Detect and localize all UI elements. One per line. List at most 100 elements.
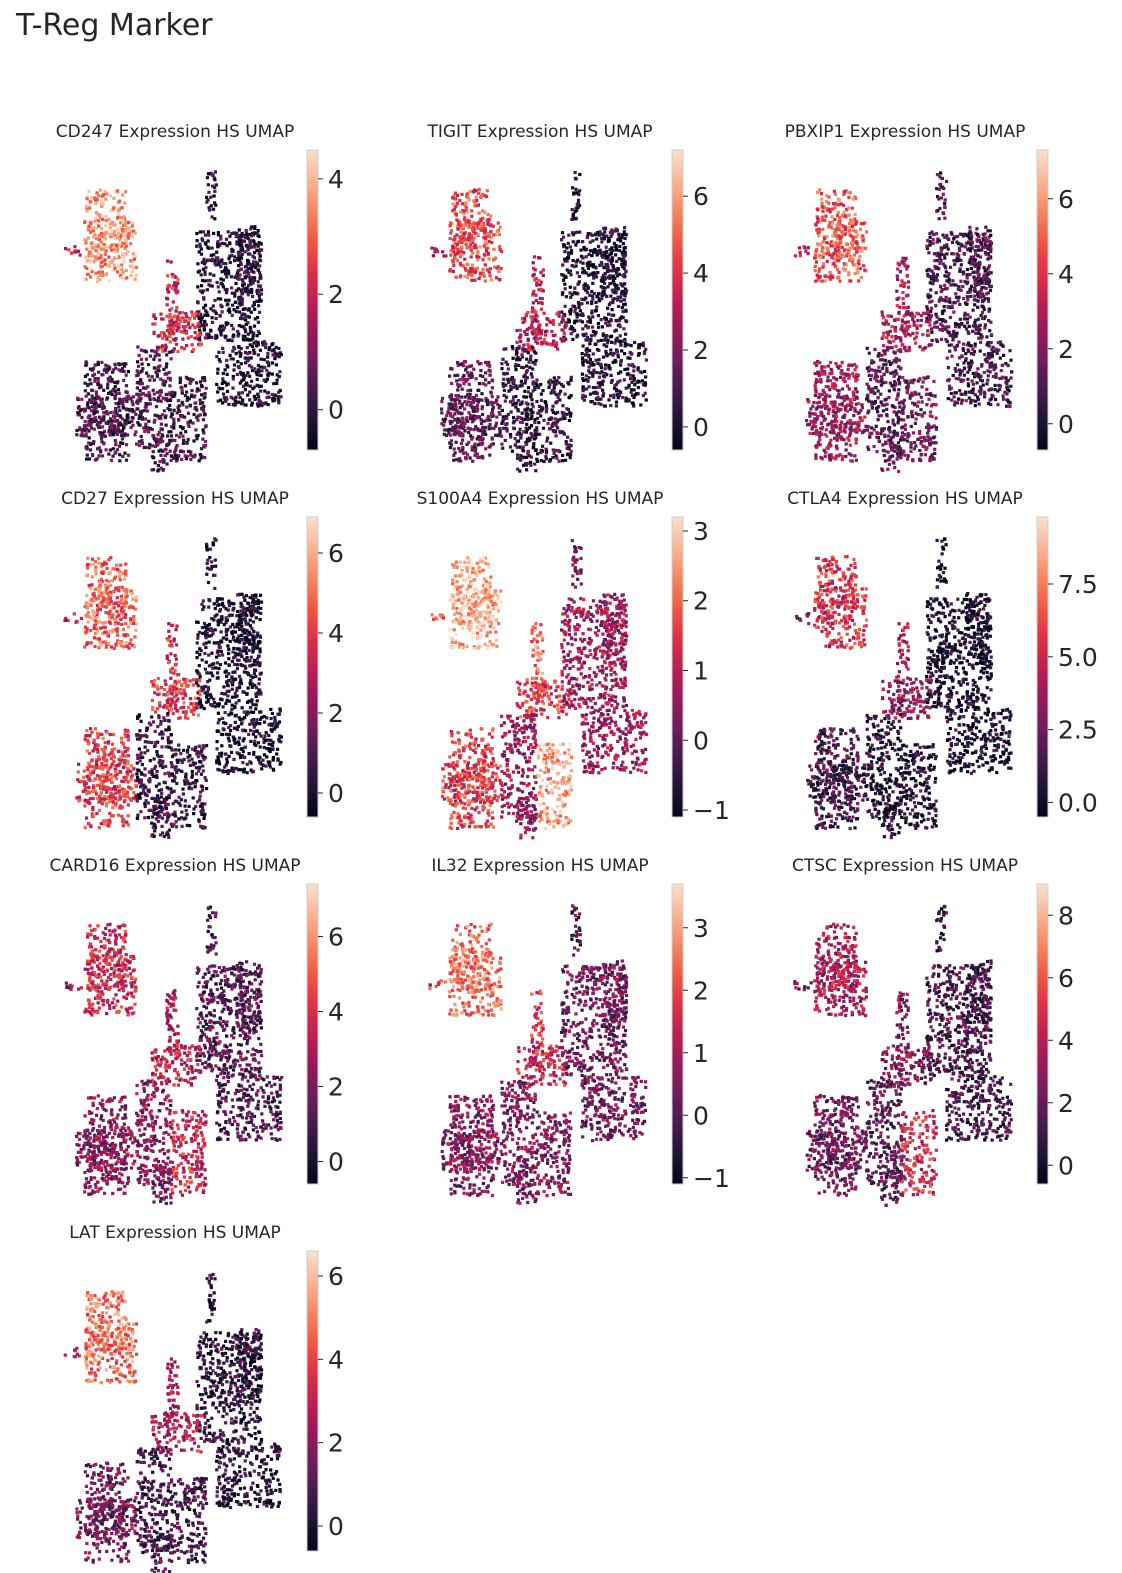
cell-point: [842, 225, 846, 229]
cell-point: [489, 443, 493, 447]
cell-point: [200, 393, 204, 397]
cell-point: [90, 227, 94, 232]
cell-point: [582, 245, 586, 250]
cell-point: [109, 427, 113, 432]
cell-point: [623, 236, 627, 240]
cell-point: [594, 232, 598, 236]
cell-point: [216, 371, 220, 375]
cell-point: [247, 356, 251, 360]
cell-point: [105, 370, 109, 374]
cell-point: [93, 408, 97, 412]
cell-point: [514, 394, 518, 399]
cell-point: [115, 411, 119, 416]
cell-point: [585, 284, 589, 288]
cell-point: [644, 358, 649, 362]
cell-point: [201, 376, 205, 380]
cell-point: [136, 370, 140, 374]
cell-point: [490, 241, 494, 245]
cell-point: [183, 415, 187, 419]
cell-point: [549, 343, 553, 347]
cell-point: [453, 374, 457, 378]
cell-point: [838, 215, 842, 219]
cell-point: [462, 382, 466, 386]
cell-point: [854, 222, 858, 226]
cell-point: [554, 434, 558, 438]
cell-point: [166, 297, 170, 301]
cell-point: [152, 397, 156, 401]
cell-point: [576, 198, 581, 202]
cell-point: [581, 261, 585, 265]
cell-point: [444, 254, 448, 258]
cell-point: [466, 245, 470, 249]
cell-point: [619, 299, 623, 303]
cell-point: [239, 236, 243, 241]
cell-point: [944, 266, 948, 270]
cell-point: [93, 363, 98, 367]
cell-point: [610, 313, 614, 317]
cell-point: [620, 339, 624, 343]
cell-point: [201, 401, 205, 405]
cell-point: [173, 453, 178, 457]
cell-point: [204, 386, 208, 390]
cell-point: [466, 426, 470, 430]
cell-point: [451, 403, 455, 407]
cell-point: [945, 244, 949, 249]
cell-point: [252, 240, 256, 244]
cell-point: [456, 383, 460, 387]
cell-point: [505, 371, 509, 376]
cell-point: [122, 369, 126, 374]
cell-point: [821, 240, 825, 244]
cell-point: [125, 226, 129, 230]
cell-point: [131, 395, 136, 399]
cell-point: [159, 331, 163, 335]
cell-point: [945, 279, 949, 283]
cell-point: [231, 303, 235, 307]
cell-point: [110, 221, 114, 226]
cell-point: [253, 242, 257, 246]
cell-point: [183, 394, 187, 398]
colorbar-tick-label: 6: [693, 182, 709, 211]
cell-point: [840, 224, 844, 228]
cell-point: [633, 393, 637, 397]
cell-point: [108, 245, 112, 249]
cell-point: [516, 399, 520, 403]
cell-point: [181, 337, 185, 341]
cell-point: [851, 197, 855, 201]
cell-point: [457, 446, 461, 451]
cell-point: [461, 364, 466, 368]
cell-point: [530, 434, 534, 438]
cell-point: [163, 448, 167, 452]
cell-point: [238, 295, 242, 299]
cell-point: [238, 273, 242, 277]
cell-point: [569, 325, 573, 329]
cell-point: [108, 390, 113, 394]
cell-point: [94, 390, 98, 394]
cell-point: [534, 469, 538, 473]
cell-point: [533, 387, 537, 391]
cell-point: [121, 401, 125, 405]
cell-point: [616, 355, 620, 359]
cell-point: [112, 242, 117, 247]
cell-point: [632, 369, 636, 373]
cell-point: [578, 313, 582, 317]
cell-point: [203, 272, 207, 276]
cell-point: [455, 201, 459, 205]
cell-point: [186, 449, 191, 453]
cell-point: [563, 250, 567, 254]
cell-point: [569, 375, 573, 379]
cell-point: [563, 392, 567, 396]
cell-point: [241, 334, 245, 338]
cell-point: [125, 413, 129, 417]
cell-point: [967, 260, 972, 264]
cell-point: [206, 183, 210, 187]
cell-point: [538, 432, 542, 436]
cell-point: [455, 379, 459, 383]
cell-point: [627, 383, 631, 387]
cell-point: [547, 380, 551, 384]
cell-point: [552, 376, 556, 380]
cell-point: [555, 341, 559, 345]
cell-point: [213, 201, 217, 205]
cell-point: [106, 396, 110, 400]
cell-point: [826, 208, 830, 213]
cell-point: [468, 456, 472, 460]
